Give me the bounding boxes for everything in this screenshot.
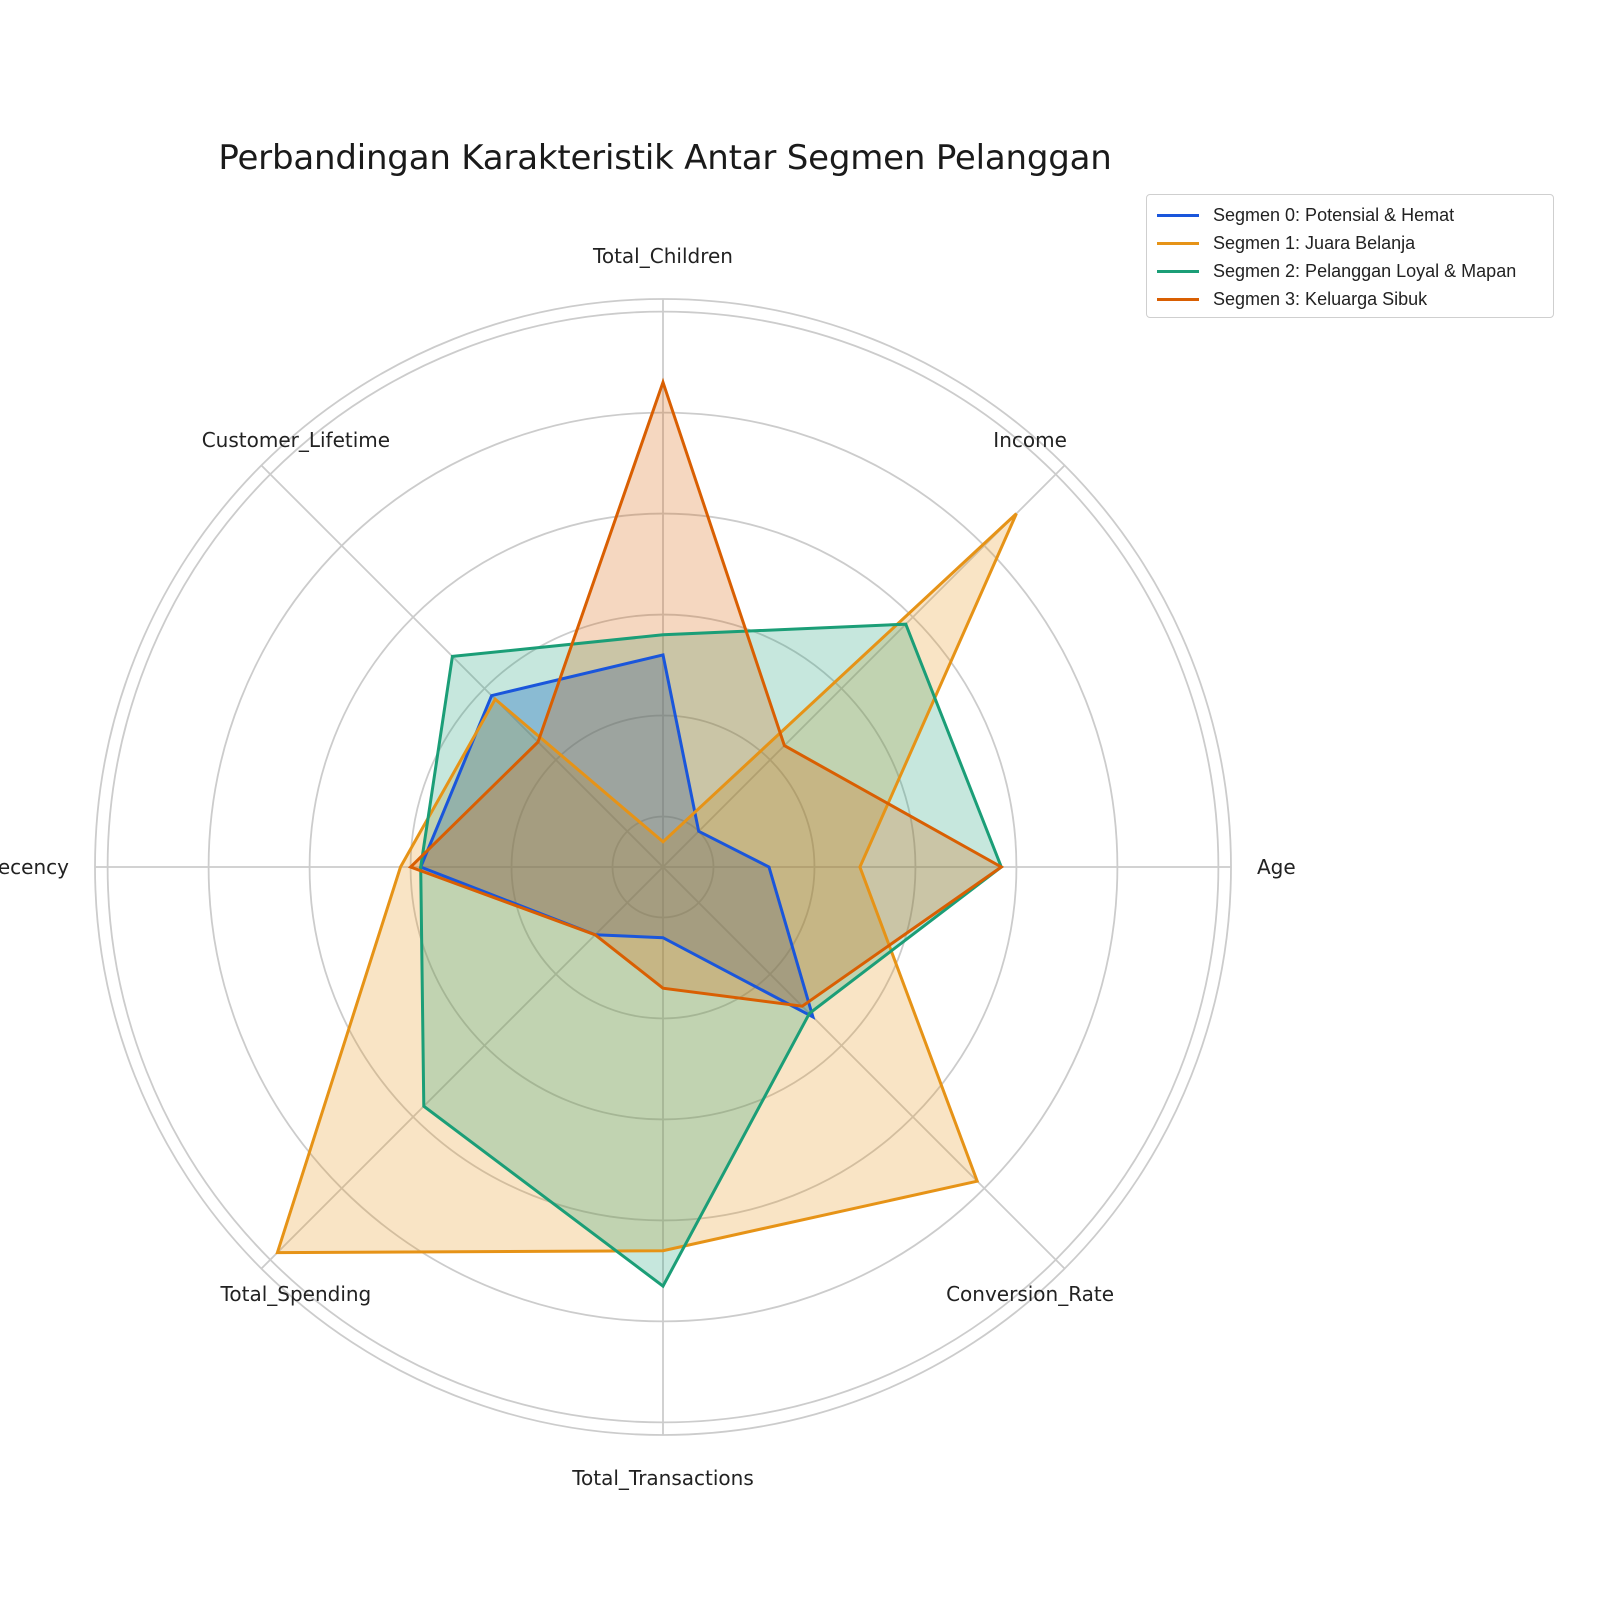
series-fill [410,382,1002,1007]
series-fill [420,654,813,1017]
legend-swatch [1157,297,1199,301]
axis-label: Total_Children [592,244,733,268]
series-fill [420,624,1002,1287]
legend-label: Segmen 1: Juara Belanja [1213,232,1416,253]
axis-label: Conversion_Rate [946,1282,1114,1306]
legend-swatch [1157,269,1199,273]
chart-title: Perbandingan Karakteristik Antar Segmen … [218,138,1112,178]
legend-label: Segmen 2: Pelanggan Loyal & Mapan [1213,260,1517,281]
series-fill [277,513,1017,1253]
series-line [418,653,816,1020]
legend-swatch [1157,241,1199,245]
legend-item: Segmen 3: Keluarga Sibuk [1157,285,1543,313]
radar-series [275,377,1018,1289]
axis-label: Income [993,428,1067,452]
series-line [275,512,1018,1255]
legend-label: Segmen 3: Keluarga Sibuk [1213,288,1428,309]
axis-label: Age [1257,855,1296,879]
axis-label: Total_Spending [220,1282,372,1306]
grid-spoke [662,866,1066,1270]
legend-label: Segmen 0: Potensial & Hemat [1213,204,1455,225]
legend-item: Segmen 1: Juara Belanja [1157,229,1543,257]
series-line [419,622,1004,1289]
legend-item: Segmen 2: Pelanggan Loyal & Mapan [1157,257,1543,285]
axis-labels: Total_Children Income Age Conversion_Rate To… [0,244,1296,1490]
series-line [407,377,1005,1008]
axis-label: Recency [0,855,69,879]
axis-label: Total_Transactions [571,1466,754,1490]
legend: Segmen 0: Potensial & Hemat Segmen 1: Jua… [1146,194,1554,318]
legend-item: Segmen 0: Potensial & Hemat [1157,201,1543,229]
legend-swatch [1157,213,1199,217]
grid-spoke [260,464,664,868]
axis-label: Customer_Lifetime [202,428,390,452]
